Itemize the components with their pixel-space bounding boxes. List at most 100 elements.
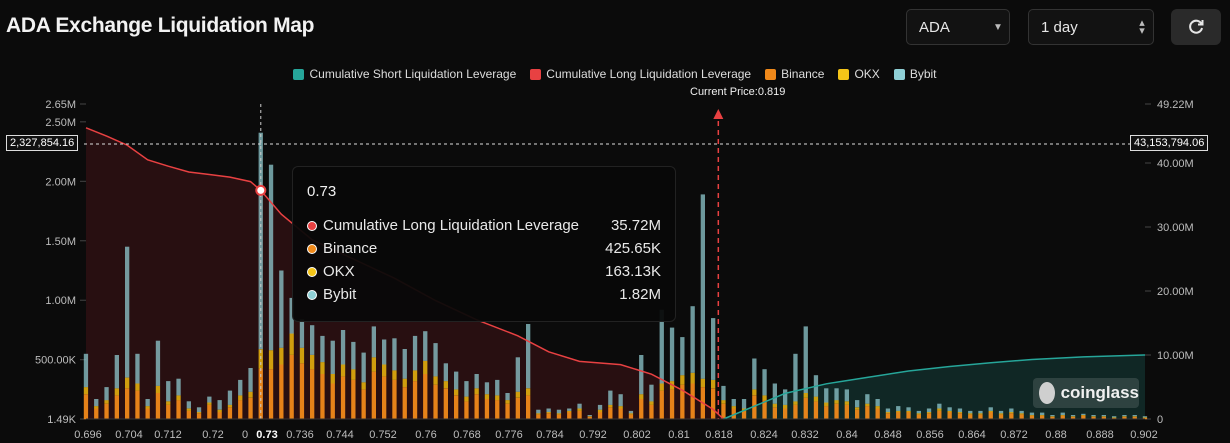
bar-segment-bybit: [217, 400, 222, 410]
bar-segment-okx: [968, 413, 973, 415]
bar-segment-okx: [412, 370, 418, 382]
bar-segment-bybit: [310, 325, 315, 355]
bar-segment-binance: [207, 404, 212, 420]
x-tick-label: 0.848: [874, 429, 902, 441]
bar-segment-binance: [978, 414, 983, 420]
bar-segment-binance: [94, 408, 99, 420]
bar-segment-bybit: [1112, 416, 1117, 418]
bar-segment-binance: [680, 384, 685, 420]
bar-segment-bybit: [186, 401, 191, 409]
y-left-tick-label: 2.65M: [45, 99, 76, 111]
period-select[interactable]: 1 day ▴ ▾: [1028, 9, 1154, 45]
crosshair-right-value: 43,153,794.06: [1130, 135, 1209, 151]
bar-segment-bybit: [680, 337, 685, 376]
bar-segment-okx: [1040, 415, 1045, 416]
bar-segment-okx: [824, 402, 829, 407]
coin-select[interactable]: ADA ▼: [906, 9, 1010, 45]
bar-segment-binance: [772, 407, 777, 420]
bar-segment-binance: [968, 414, 973, 420]
bar-segment-binance: [238, 400, 243, 420]
x-tick-label: 0.832: [791, 429, 819, 441]
bar-segment-bybit: [330, 340, 335, 374]
bar-segment-binance: [196, 413, 202, 420]
bar-segment-okx: [998, 413, 1004, 415]
bar-segment-binance: [1050, 416, 1055, 420]
x-tick-label: 0.784: [536, 429, 564, 441]
bar-segment-bybit: [320, 335, 325, 363]
bar-segment-okx: [855, 407, 860, 410]
bar-segment-binance: [916, 414, 921, 420]
bar-segment-okx: [1029, 415, 1035, 416]
y-right-tick-label: 40.00M: [1157, 158, 1194, 170]
bar-segment-bybit: [937, 403, 942, 409]
bar-segment-binance: [587, 416, 592, 420]
bar-segment-binance: [104, 403, 109, 420]
bar-segment-binance: [824, 406, 829, 420]
bar-segment-binance: [649, 404, 654, 420]
bar-segment-okx: [83, 387, 89, 395]
bar-segment-binance: [433, 384, 438, 420]
bar-segment-bybit: [968, 410, 973, 414]
bar-segment-okx: [896, 410, 901, 413]
bar-segment-binance: [885, 413, 891, 420]
bar-segment-bybit: [454, 371, 459, 390]
bar-segment-okx: [279, 347, 284, 365]
coinglass-logo-icon: [1039, 382, 1055, 404]
y-left-tick-label: 2.00M: [45, 176, 76, 188]
bar-segment-binance: [423, 374, 428, 420]
bar-segment-binance: [454, 395, 459, 420]
y-right-tick-label: 10.00M: [1157, 350, 1194, 362]
legend-item-short[interactable]: Cumulative Short Liquidation Leverage: [293, 67, 516, 81]
bar-segment-binance: [145, 408, 150, 420]
bar-segment-binance: [412, 381, 418, 420]
x-tick-label: 0.856: [916, 429, 944, 441]
bar-segment-okx: [937, 408, 942, 411]
bar-segment-okx: [875, 406, 880, 409]
bar-segment-binance: [669, 389, 675, 420]
bar-segment-binance: [721, 403, 726, 420]
legend-item-long[interactable]: Cumulative Long Liquidation Leverage: [530, 67, 751, 81]
tooltip-dot-bybit: [307, 289, 317, 300]
bar-segment-binance: [783, 408, 788, 420]
bar-segment-okx: [299, 347, 305, 364]
bar-segment-bybit: [227, 390, 233, 405]
bar-segment-okx: [567, 410, 572, 413]
legend-item-bybit[interactable]: Bybit: [893, 67, 937, 81]
bar-segment-bybit: [145, 399, 150, 407]
bar-segment-binance: [834, 403, 839, 420]
bar-segment-okx: [248, 391, 253, 398]
bar-segment-binance: [1040, 415, 1045, 420]
bar-segment-okx: [536, 413, 541, 415]
bar-segment-bybit: [793, 353, 798, 402]
bar-segment-okx: [94, 406, 99, 409]
bar-segment-okx: [577, 408, 582, 411]
bar-segment-bybit: [916, 410, 921, 414]
bar-segment-binance: [803, 397, 808, 420]
bar-segment-okx: [752, 389, 757, 396]
bar-segment-bybit: [618, 394, 623, 407]
legend-item-binance[interactable]: Binance: [765, 67, 824, 81]
bar-segment-binance: [371, 371, 376, 420]
bar-segment-okx: [423, 360, 428, 374]
x-tick-label: 0.902: [1130, 429, 1158, 441]
bar-segment-bybit: [371, 326, 376, 358]
bar-segment-bybit: [351, 341, 356, 370]
bar-segment-binance: [906, 412, 911, 420]
x-tick-label: 0.72: [202, 429, 223, 441]
bar-segment-okx: [659, 383, 664, 391]
crosshair-left-value: 2,327,854.16: [6, 135, 79, 151]
bar-segment-okx: [700, 378, 705, 387]
bar-segment-binance: [125, 388, 130, 420]
bar-segment-binance: [299, 363, 305, 420]
refresh-button[interactable]: [1171, 9, 1221, 45]
bar-segment-bybit: [885, 408, 891, 413]
bar-segment-binance: [248, 397, 253, 420]
bar-segment-okx: [145, 406, 150, 409]
bar-segment-okx: [238, 395, 243, 401]
legend-item-okx[interactable]: OKX: [838, 67, 880, 81]
bar-segment-bybit: [268, 164, 274, 351]
bar-segment-okx: [813, 396, 819, 402]
bar-segment-binance: [114, 395, 119, 420]
bar-segment-bybit: [834, 388, 839, 401]
